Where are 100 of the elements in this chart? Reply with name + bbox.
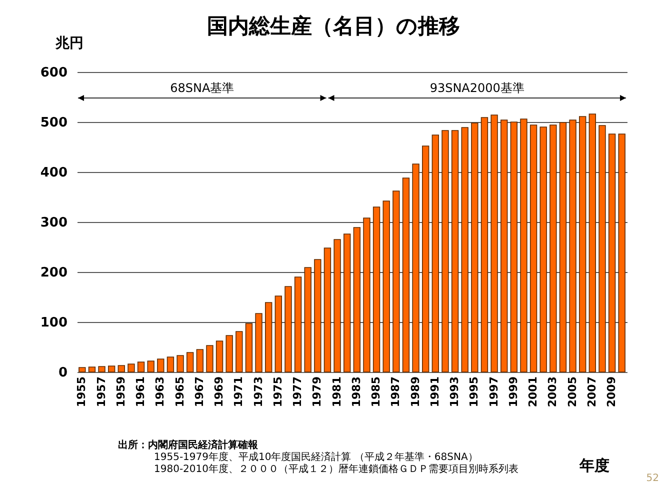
bar xyxy=(461,127,468,372)
x-tick-label: 1977 xyxy=(291,376,304,408)
bar xyxy=(324,248,332,372)
x-tick-label: 1965 xyxy=(173,376,186,408)
bar xyxy=(520,118,528,372)
bar xyxy=(166,356,174,372)
bar xyxy=(274,296,282,372)
bar xyxy=(569,120,576,372)
x-tick-label: 1959 xyxy=(114,376,128,408)
x-tick-label: 2009 xyxy=(605,376,618,408)
bar xyxy=(353,227,360,372)
bar xyxy=(88,366,96,372)
x-tick-label: 1981 xyxy=(330,376,344,408)
bar xyxy=(480,117,488,372)
x-tick-label: 1993 xyxy=(448,376,462,408)
bar xyxy=(530,124,538,372)
bar xyxy=(186,352,194,372)
text: 1980-2010年度、２０００（平成１２）暦年連鎖価格ＧＤＰ需要項目別時系列表 xyxy=(153,464,519,476)
bar xyxy=(471,122,478,372)
y-tick-label: 500 xyxy=(40,116,68,130)
bar xyxy=(412,164,420,372)
x-tick-label: 1997 xyxy=(487,376,500,408)
x-axis-title: 年度 xyxy=(578,456,610,474)
bar xyxy=(588,114,596,372)
x-tick-label: 1989 xyxy=(408,376,422,408)
y-tick-label: 0 xyxy=(58,366,68,380)
text: 1955-1979年度、平成10年度国民経済計算 （平成２年基準・68SNA） xyxy=(153,452,479,464)
bar xyxy=(550,124,557,372)
bar xyxy=(618,134,626,372)
bar xyxy=(98,366,106,372)
x-tick-label: 1979 xyxy=(310,376,324,408)
bar xyxy=(314,259,322,372)
text: 出所：内閣府国民経済計算確報 xyxy=(118,440,259,452)
x-tick-label: 1999 xyxy=(506,376,520,408)
bar xyxy=(510,122,518,372)
bar xyxy=(196,349,204,372)
x-tick-label: 1973 xyxy=(252,376,265,408)
bar xyxy=(236,331,243,372)
bar xyxy=(157,358,164,372)
y-tick-label: 200 xyxy=(40,266,68,280)
bar xyxy=(490,114,498,372)
y-tick-label: 400 xyxy=(40,166,68,180)
bar xyxy=(382,200,390,372)
x-tick-label: 1971 xyxy=(232,376,246,408)
bar xyxy=(118,365,125,372)
bar xyxy=(176,355,184,372)
bar xyxy=(500,120,508,372)
x-tick-label: 2001 xyxy=(526,376,540,408)
bar xyxy=(432,134,439,372)
bar xyxy=(442,130,449,372)
x-tick-label: 1967 xyxy=(192,376,206,408)
bar xyxy=(206,345,214,372)
bar xyxy=(128,364,135,372)
bar xyxy=(216,340,224,372)
bar xyxy=(108,366,116,372)
bar xyxy=(255,313,262,372)
bar xyxy=(344,234,351,372)
text: 52 xyxy=(646,473,659,484)
x-tick-label: 1957 xyxy=(94,376,108,408)
annotation: 93SNA2000基準 xyxy=(430,81,524,95)
x-tick-label: 1955 xyxy=(75,376,88,408)
x-tick-label: 1963 xyxy=(154,376,167,408)
bar xyxy=(137,362,145,372)
bar xyxy=(540,126,547,372)
bar xyxy=(334,239,341,372)
bar xyxy=(245,323,253,372)
x-tick-label: 2003 xyxy=(546,376,560,408)
bar xyxy=(579,116,586,372)
x-tick-label: 2007 xyxy=(585,376,598,408)
bar xyxy=(451,130,459,372)
bar xyxy=(598,125,606,372)
x-tick-label: 1975 xyxy=(271,376,284,408)
bar xyxy=(392,190,400,372)
chart-title: 国内総生産（名目）の推移 xyxy=(207,14,460,38)
bar xyxy=(402,178,410,372)
x-tick-label: 1995 xyxy=(468,376,481,408)
bar xyxy=(147,360,154,372)
y-tick-label: 300 xyxy=(40,216,68,230)
y-tick-label: 100 xyxy=(40,316,68,330)
x-tick-label: 1987 xyxy=(389,376,402,408)
bar xyxy=(372,206,380,372)
bar xyxy=(265,302,272,372)
x-tick-label: 1983 xyxy=(350,376,363,408)
bar xyxy=(559,122,567,372)
bar xyxy=(363,218,370,372)
y-tick-label: 600 xyxy=(40,66,68,80)
bar xyxy=(304,267,312,372)
x-tick-label: 1961 xyxy=(134,376,148,408)
x-tick-label: 1969 xyxy=(212,376,226,408)
bar xyxy=(608,134,616,372)
y-axis-title: 兆円 xyxy=(54,36,84,52)
annotation: 68SNA基準 xyxy=(170,81,234,95)
x-tick-label: 2005 xyxy=(566,376,579,408)
x-tick-label: 1991 xyxy=(428,376,442,408)
x-tick-label: 1985 xyxy=(370,376,383,408)
bar xyxy=(422,146,430,372)
bar xyxy=(226,335,233,372)
bar xyxy=(294,276,302,372)
bar xyxy=(284,286,292,372)
bar xyxy=(78,367,86,372)
